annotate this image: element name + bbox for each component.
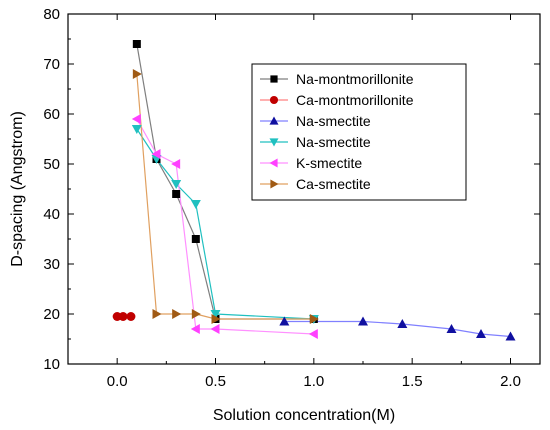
data-point-series-2 — [446, 324, 457, 333]
y-tick-label: 20 — [43, 306, 60, 323]
legend-marker — [269, 138, 279, 147]
data-point-series-2 — [279, 316, 290, 326]
legend-marker — [269, 116, 279, 125]
data-point-series-5 — [152, 309, 162, 319]
y-tick-label: 10 — [43, 356, 60, 373]
x-tick-label: 1.5 — [402, 373, 423, 390]
data-point-series-5 — [132, 69, 142, 79]
data-point-series-3 — [131, 125, 142, 134]
series-line-2 — [284, 320, 511, 338]
legend-entry: K-smectite — [296, 155, 362, 171]
y-axis-label: D-spacing (Angstrom) — [9, 111, 26, 267]
data-point-series-4 — [190, 324, 200, 334]
y-tick-label: 30 — [43, 256, 60, 273]
y-tick-label: 80 — [43, 6, 60, 23]
data-point-series-5 — [309, 314, 319, 324]
data-point-series-2 — [476, 329, 486, 338]
data-point-series-4 — [171, 159, 181, 169]
data-point-series-1 — [126, 312, 136, 321]
legend: Na-montmorillonite Ca-montmorillonite Na-s… — [251, 63, 467, 201]
data-point-series-4 — [210, 324, 220, 334]
data-point-series-5 — [211, 314, 221, 324]
data-point-series-3 — [210, 310, 221, 319]
y-tick-label: 60 — [43, 106, 60, 123]
data-point-series-4 — [151, 149, 161, 159]
legend-marker — [270, 179, 279, 189]
y-tick-label: 40 — [43, 206, 60, 223]
data-point-series-2 — [505, 331, 516, 341]
x-axis-label: Solution concentration(M) — [213, 407, 395, 424]
legend-marker — [269, 158, 278, 168]
data-point-series-5 — [191, 309, 201, 319]
axis-labels: Solution concentration(M) D-spacing (Ang… — [9, 111, 395, 424]
legend-entry: Ca-smectite — [296, 176, 371, 192]
legend-marker — [270, 75, 278, 83]
x-tick-label: 1.0 — [303, 373, 324, 390]
y-tick-label: 70 — [43, 56, 60, 73]
legend-marker — [269, 95, 279, 105]
data-point-series-0 — [132, 40, 141, 48]
data-point-series-0 — [191, 235, 200, 243]
data-point-series-1 — [118, 312, 128, 321]
data-point-series-4 — [131, 114, 141, 124]
x-tick-label: 2.0 — [500, 373, 521, 390]
data-point-series-0 — [172, 190, 181, 198]
data-points — [112, 40, 516, 341]
x-tick-label: 0.5 — [205, 373, 226, 390]
series-line-4 — [136, 118, 314, 335]
data-point-series-2 — [397, 319, 408, 328]
data-point-series-3 — [171, 180, 182, 189]
legend-entry: Na-smectite — [296, 134, 371, 150]
legend-entry: Ca-montmorillonite — [296, 92, 414, 108]
axes: 10 20 30 40 50 60 70 80 0.0 0.5 1.0 1.5 2.0 — [43, 6, 541, 390]
y-tick-label: 50 — [43, 156, 60, 173]
data-point-series-3 — [190, 200, 201, 209]
data-point-series-2 — [358, 316, 368, 326]
x-tick-label: 0.0 — [107, 373, 128, 390]
legend-entry: Na-smectite — [296, 113, 371, 129]
series-line-5 — [136, 73, 314, 320]
legend-box — [251, 63, 467, 201]
data-point-series-5 — [172, 309, 182, 319]
legend-entry: Na-montmorillonite — [296, 71, 414, 87]
data-point-series-4 — [308, 329, 318, 339]
